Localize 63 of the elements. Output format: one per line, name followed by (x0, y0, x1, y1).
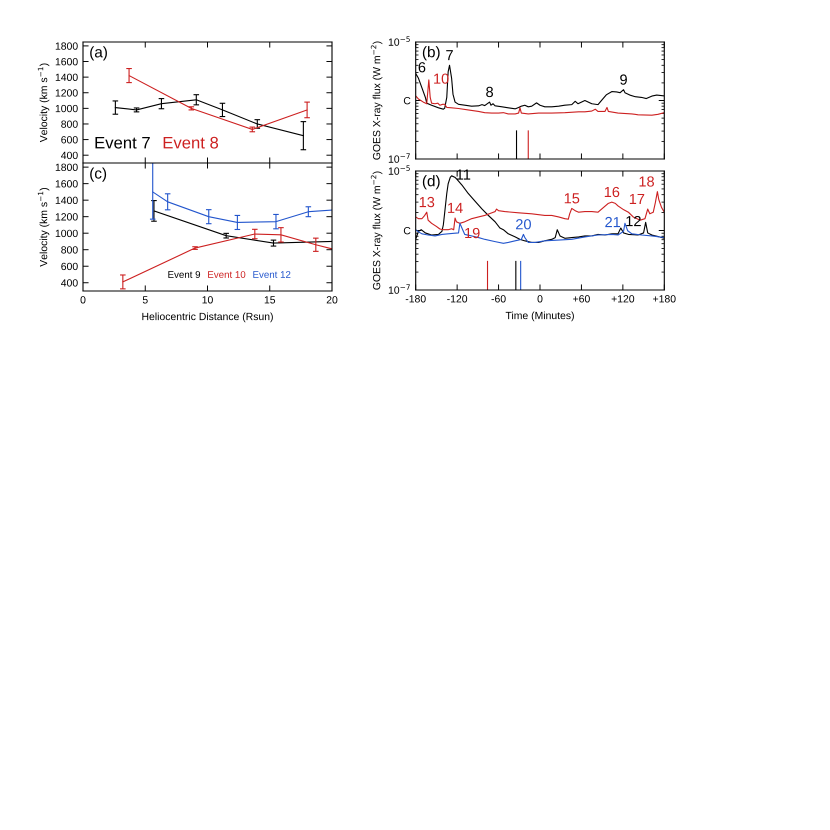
annotation: 8 (486, 86, 494, 98)
y-tick-label: 1800 (56, 164, 78, 172)
chart-title: (d) (422, 175, 440, 190)
annotation: 17 (630, 194, 644, 204)
x-tick-label: +60 (573, 295, 590, 303)
x-tick-label: +180 (653, 295, 676, 303)
y-tick-label: 600 (61, 262, 78, 270)
y-tick-label: 1000 (56, 104, 78, 112)
x-tick-label: 0 (538, 295, 542, 303)
x-tick-label: -60 (492, 295, 506, 303)
x-tick-label: 10 (202, 296, 213, 304)
y-tick-label: 1200 (56, 89, 78, 97)
annotation: 13 (420, 196, 434, 208)
y-tick-label: 600 (61, 136, 78, 144)
annotation: 18 (640, 176, 654, 187)
annotation: 6 (418, 62, 426, 72)
y-tick-label: 1400 (56, 196, 78, 204)
y-tick-label: 800 (61, 246, 78, 254)
x-tick-label: +120 (612, 295, 634, 303)
y-tick-label: 1400 (56, 74, 78, 82)
y-tick-label: 1000 (56, 230, 78, 238)
x-tick-label: 5 (142, 296, 148, 304)
y-tick-label: 10$^{−5}$ (388, 36, 410, 46)
y-axis-title: GOES X-ray flux (W m$^{−2}$) (370, 171, 382, 290)
x-tick-label: 20 (326, 296, 338, 304)
y-tick-label: C (404, 97, 410, 104)
y-tick-label: 1600 (56, 180, 78, 188)
y-tick-label: 400 (61, 152, 78, 160)
annotation: 12 (626, 216, 641, 226)
text: Event 9 (168, 271, 200, 278)
chart-title: (b) (422, 46, 440, 60)
y-tick-label: 10$^{−5}$ (388, 165, 410, 175)
y-tick-label: 10$^{−7}$ (388, 284, 410, 294)
annotation: 14 (448, 202, 463, 213)
chart-title: (c) (90, 167, 106, 182)
annotation: 15 (564, 193, 580, 204)
annotation: 16 (604, 186, 620, 198)
y-tick-label: 1800 (56, 42, 78, 50)
annotation: 20 (516, 219, 531, 230)
y-tick-label: 800 (61, 120, 78, 128)
y-axis-title: Velocity (km s$^{−1}$) (38, 63, 50, 142)
y-tick-label: C (404, 227, 410, 234)
y-tick-label: 1200 (56, 213, 78, 221)
y-axis-title: Velocity (km s$^{−1}$) (38, 188, 50, 267)
x-axis-title: Heliocentric Distance (Rsun) (142, 312, 273, 322)
y-axis-title: GOES X-ray flux (W m$^{−2}$) (370, 41, 382, 160)
x-tick-label: -180 (406, 295, 426, 303)
y-tick-label: 400 (61, 279, 78, 287)
series-label: Event 8 (164, 136, 218, 149)
annotation: 21 (605, 216, 620, 228)
annotation: 9 (620, 74, 627, 85)
series-label: Event 7 (95, 136, 150, 149)
text: Event 12 (253, 271, 290, 278)
x-tick-label: 15 (264, 296, 276, 304)
y-tick-label: 10$^{−7}$ (388, 153, 410, 163)
annotation: 19 (465, 228, 480, 238)
x-tick-label: -120 (447, 295, 468, 303)
x-axis-title: Time (Minutes) (506, 312, 574, 322)
x-tick-label: 0 (80, 296, 86, 304)
text: Event 10 (208, 271, 246, 278)
chart-title: (a) (90, 46, 107, 60)
annotation: 7 (446, 50, 453, 60)
y-tick-label: 1600 (56, 58, 78, 66)
